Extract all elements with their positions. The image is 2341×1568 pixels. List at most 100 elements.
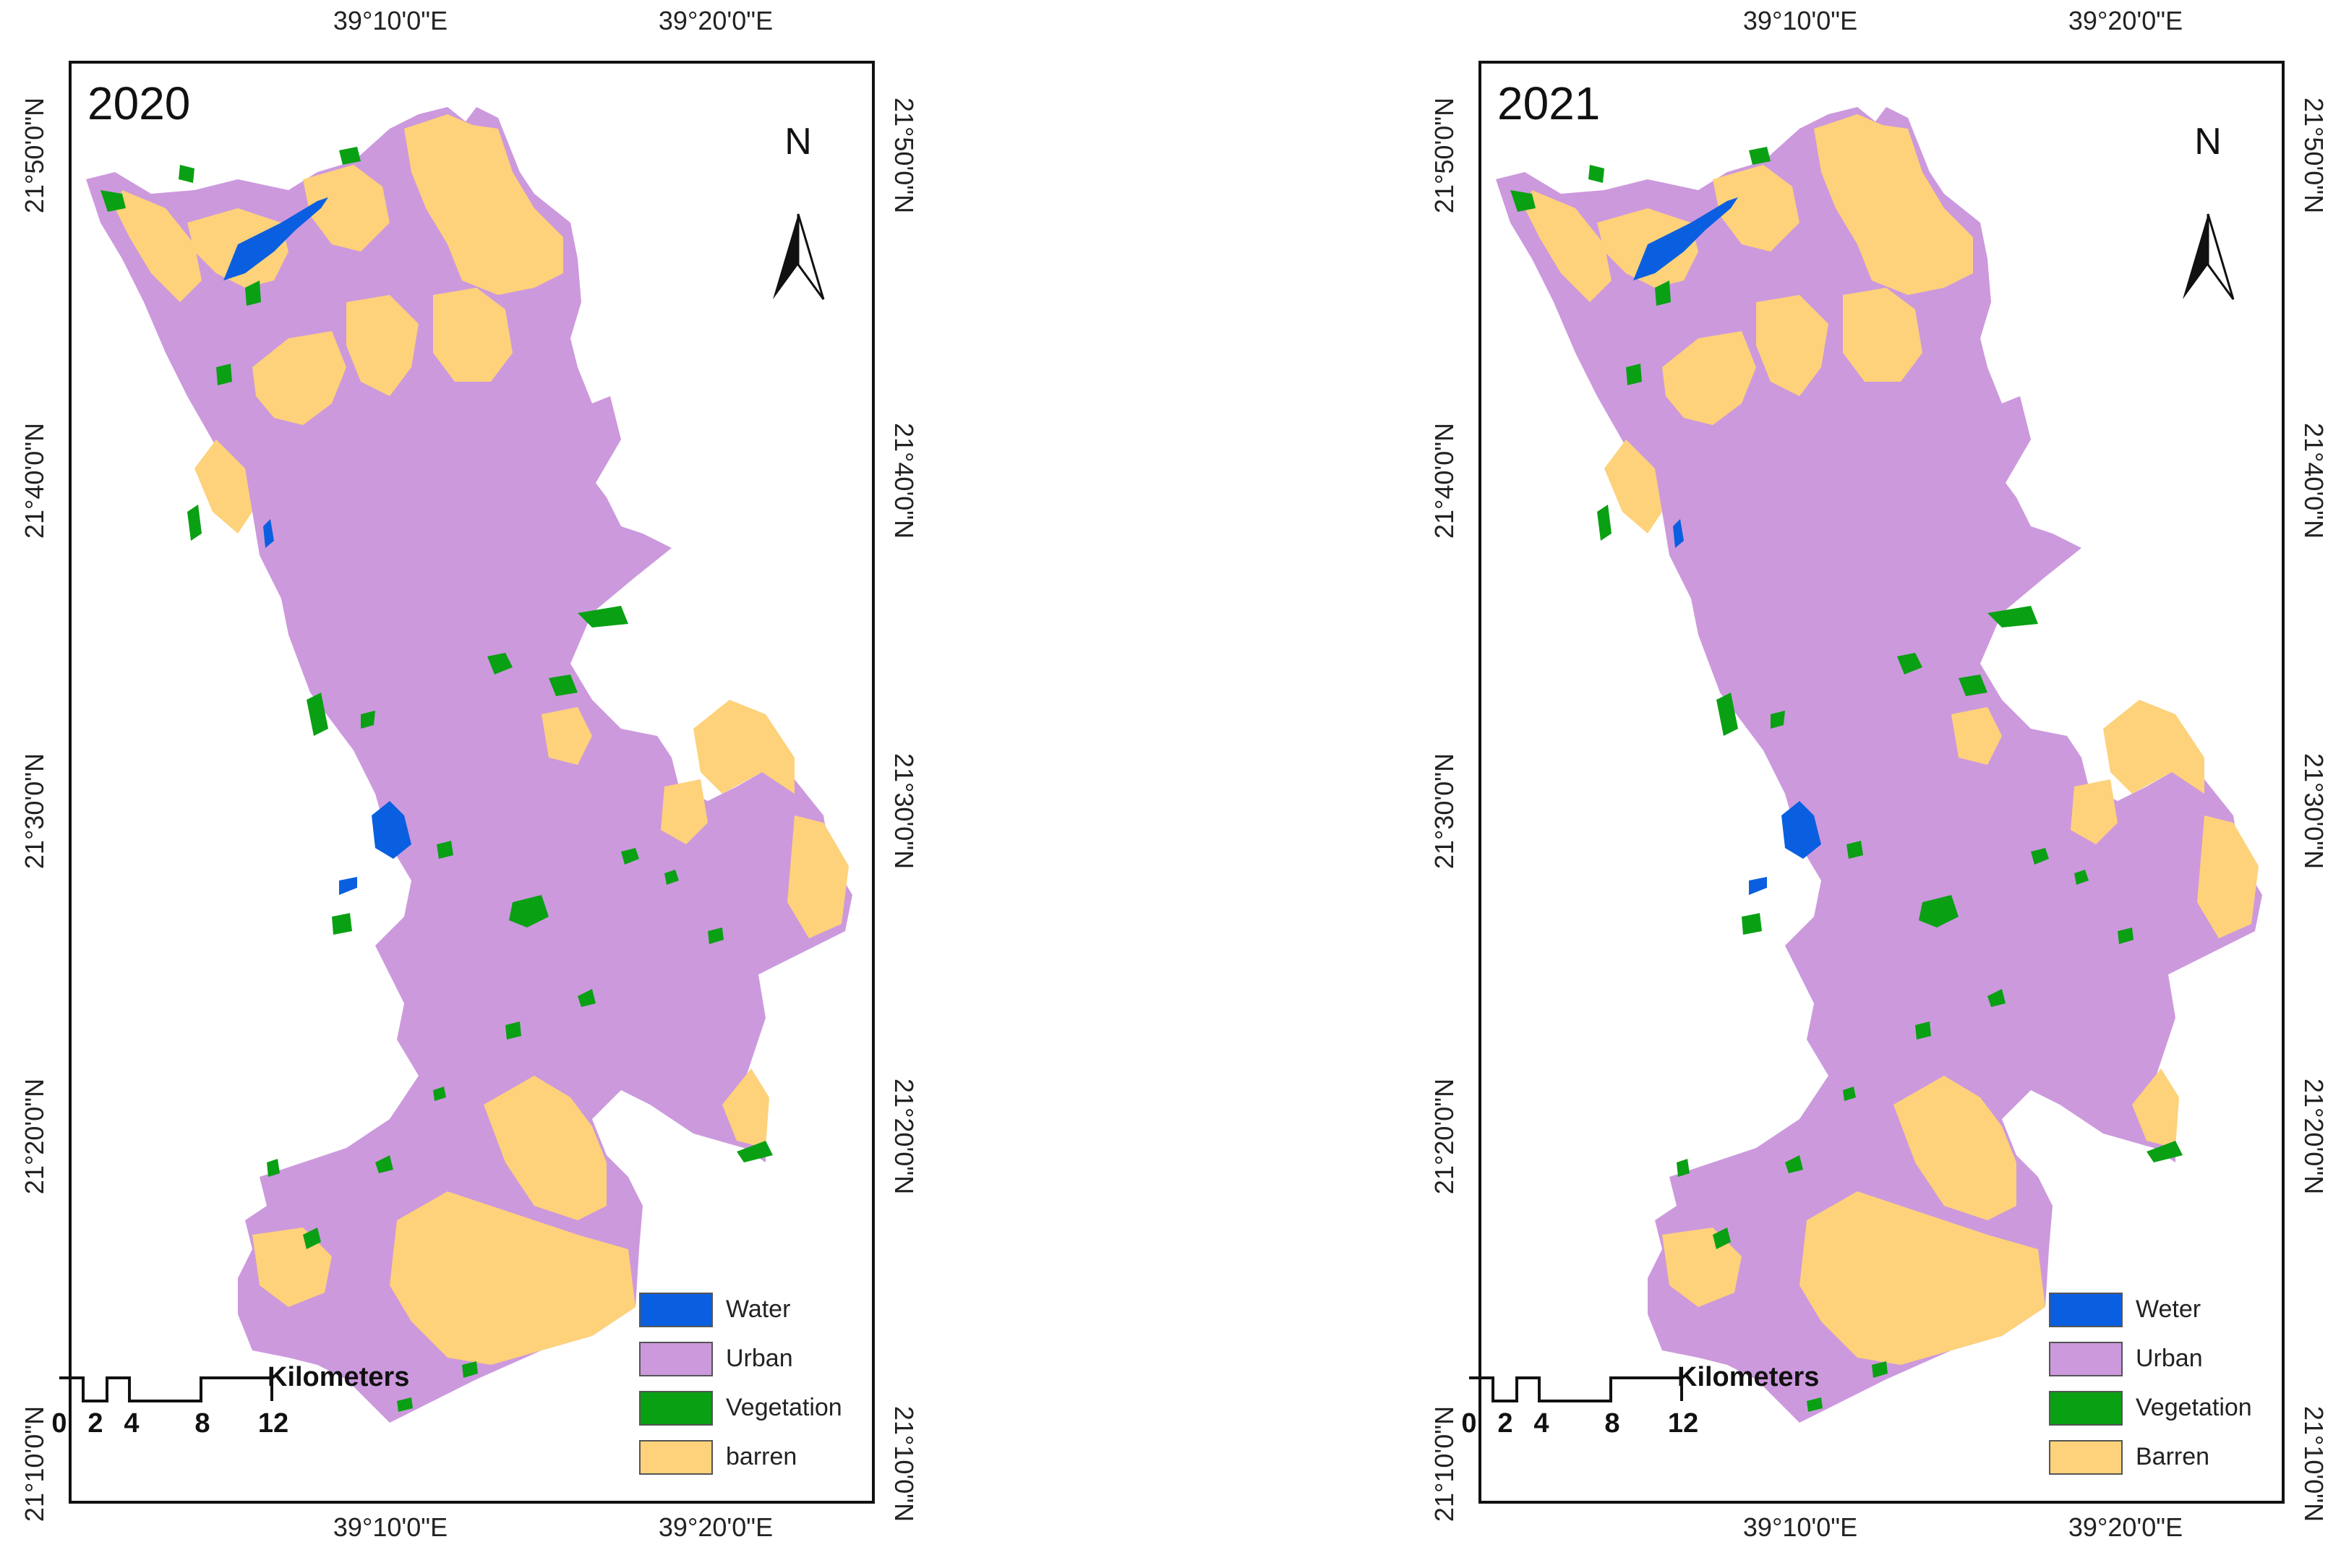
barren-north-3: [303, 165, 390, 252]
land-cover-map: [1496, 107, 2262, 1423]
barren-east-1: [2103, 700, 2204, 794]
map-year-title: 2021: [1497, 77, 1601, 129]
legend-item-water: Weter: [2049, 1293, 2324, 1327]
vegetation-swatch: [2049, 1391, 2123, 1426]
urban-swatch: [639, 1342, 713, 1376]
lat-label-left-2: 21°40'0"N: [20, 422, 49, 539]
barren-south-2: [1799, 1191, 2045, 1365]
lon-label-top-1: 39°10'0"E: [1742, 6, 1858, 35]
scale-number-4: 4: [1533, 1408, 1549, 1439]
barren-mid-4: [194, 440, 252, 534]
vegetation-swatch: [639, 1391, 713, 1426]
barren-north-3: [1713, 165, 1799, 252]
lat-label-left-1: 21°50'0"N: [1429, 97, 1459, 214]
lon-label-top-2: 39°20'0"E: [2068, 6, 2183, 35]
scale-bar-graphic: [1469, 1376, 1683, 1402]
legend-item-urban: Urban: [639, 1342, 914, 1376]
legend-label-barren: barren: [726, 1443, 797, 1470]
scale-number-8: 8: [1604, 1408, 1620, 1439]
barren-south-2: [390, 1191, 635, 1365]
north-letter: N: [784, 121, 812, 163]
lon-label-top-2: 39°20'0"E: [658, 6, 774, 35]
barren-east-3: [2071, 779, 2118, 844]
water-bay-center: [1781, 801, 1821, 859]
lat-label-right-1: 21°50'0"N: [2299, 97, 2329, 214]
lon-label-bottom-1: 39°10'0"E: [1742, 1512, 1858, 1542]
scale-number-0: 0: [51, 1408, 67, 1439]
lat-label-left-3: 21°30'0"N: [1429, 753, 1459, 870]
lat-label-right-2: 21°40'0"N: [889, 422, 919, 539]
legend-label-vegetation: Vegetation: [726, 1394, 842, 1421]
barren-east-1: [693, 700, 795, 794]
lat-label-right-4: 21°20'0"N: [889, 1078, 919, 1195]
barren-north: [1525, 190, 1612, 302]
scale-unit: Kilometers: [268, 1362, 410, 1392]
barren-mid-2: [346, 295, 419, 396]
scale-number-2: 2: [1497, 1408, 1513, 1439]
lon-label-top-1: 39°10'0"E: [333, 6, 448, 35]
north-arrow-icon: [2183, 213, 2235, 300]
urban-area: [1496, 107, 2262, 1423]
legend-item-vegetation: Vegetation: [2049, 1391, 2324, 1426]
land-cover-map: [86, 107, 852, 1423]
water-bay-center: [372, 801, 411, 859]
north-arrow: N: [758, 120, 838, 308]
north-letter: N: [2194, 121, 2222, 163]
barren-mid-1: [252, 331, 346, 425]
water-inlet: [1673, 519, 1684, 548]
barren-north-4: [1814, 114, 1973, 295]
barren-north: [115, 190, 202, 302]
water-lagoon-north: [1633, 197, 1738, 280]
barren-south-3: [1662, 1228, 1742, 1307]
vegetation-patches: [1510, 147, 2183, 1412]
legend-label-urban: Urban: [2136, 1345, 2203, 1372]
barren-south-1: [484, 1076, 607, 1220]
legend-item-barren: barren: [639, 1440, 914, 1475]
barren-mid-2: [1756, 295, 1828, 396]
north-arrow: N: [2168, 120, 2248, 308]
legend-label-water: Water: [726, 1295, 791, 1323]
water-swatch: [639, 1293, 713, 1327]
map-year-title: 2020: [87, 77, 191, 129]
lat-label-left-3: 21°30'0"N: [20, 753, 49, 870]
barren-mid-1: [1662, 331, 1756, 425]
scale-number-2: 2: [87, 1408, 103, 1439]
barren-east-2: [2197, 815, 2259, 938]
barren-mid-3: [433, 288, 513, 382]
lon-label-bottom-2: 39°20'0"E: [2068, 1512, 2183, 1542]
scale-number-12: 12: [257, 1408, 289, 1439]
legend-item-vegetation: Vegetation: [639, 1391, 914, 1426]
legend-item-barren: Barren: [2049, 1440, 2324, 1475]
barren-east-4: [722, 1068, 769, 1148]
scale-unit: Kilometers: [1677, 1362, 1820, 1392]
lat-label-right-1: 21°50'0"N: [889, 97, 919, 214]
lon-label-bottom-1: 39°10'0"E: [333, 1512, 448, 1542]
barren-east-2: [787, 815, 849, 938]
legend-label-vegetation: Vegetation: [2136, 1394, 2252, 1421]
barren-north-4: [404, 114, 563, 295]
legend-label-urban: Urban: [726, 1345, 793, 1372]
barren-center: [1951, 707, 2002, 765]
lat-label-right-4: 21°20'0"N: [2299, 1078, 2329, 1195]
legend-item-urban: Urban: [2049, 1342, 2324, 1376]
lat-label-right-3: 21°30'0"N: [889, 753, 919, 870]
scale-number-12: 12: [1667, 1408, 1699, 1439]
map-panel-2020: 39°10'0"E 39°20'0"E 39°10'0"E 39°20'0"E …: [0, 0, 919, 1568]
barren-swatch: [2049, 1440, 2123, 1475]
scale-bar: Kilometers 0 2 4 8 12: [1461, 1359, 1844, 1460]
scale-bar: Kilometers 0 2 4 8 12: [51, 1359, 434, 1460]
water-swatch: [2049, 1293, 2123, 1327]
lat-label-left-5: 21°10'0"N: [20, 1405, 49, 1522]
lat-label-left-4: 21°20'0"N: [1429, 1078, 1459, 1195]
scale-number-4: 4: [124, 1408, 140, 1439]
vegetation-patches: [100, 147, 773, 1412]
water-port: [339, 877, 357, 895]
barren-south-1: [1893, 1076, 2016, 1220]
barren-south-3: [252, 1228, 332, 1307]
water-inlet: [263, 519, 274, 548]
barren-east-4: [2132, 1068, 2179, 1148]
scale-number-0: 0: [1461, 1408, 1477, 1439]
barren-swatch: [639, 1440, 713, 1475]
north-arrow-icon: [773, 213, 825, 300]
legend-item-water: Water: [639, 1293, 914, 1327]
